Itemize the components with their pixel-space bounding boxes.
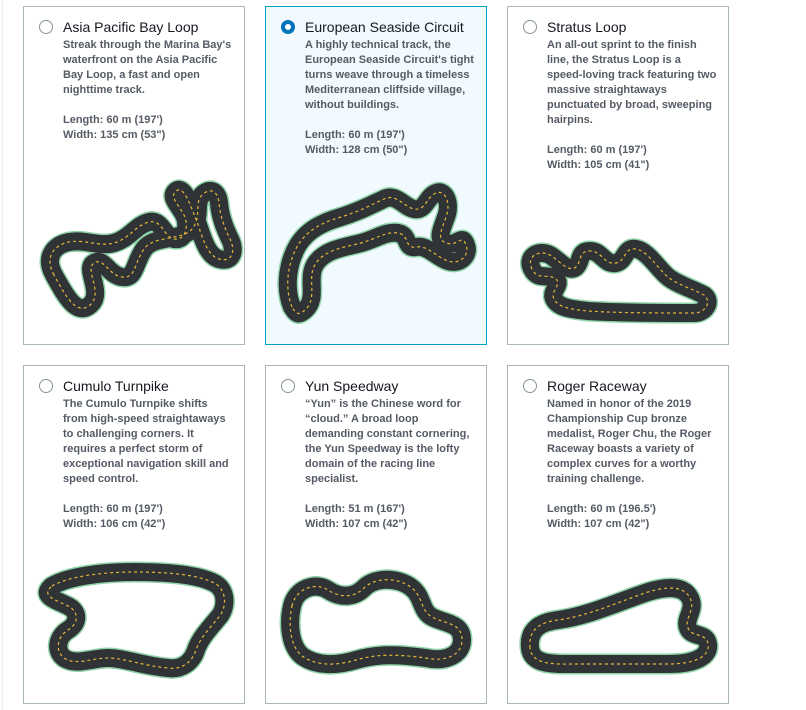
track-length: Length: 60 m (197')	[63, 503, 163, 515]
yun-speedway-track-icon	[279, 569, 473, 675]
track-width: Width: 135 cm (53")	[63, 129, 166, 141]
asia-pacific-bay-loop-track-icon	[39, 179, 244, 319]
track-card-european-seaside-circuit[interactable]: European Seaside Circuit A highly techni…	[265, 6, 487, 345]
roger-raceway-track-icon	[519, 577, 719, 675]
track-description-block: An all-out sprint to the finish line, th…	[547, 38, 719, 173]
radio-button-selected[interactable]	[281, 20, 295, 34]
stratus-loop-track-icon	[520, 238, 719, 324]
track-description-block: The Cumulo Turnpike shifts from high-spe…	[63, 397, 235, 532]
track-width: Width: 107 cm (42")	[305, 518, 408, 530]
track-width: Width: 106 cm (42")	[63, 518, 166, 530]
track-card-cumulo-turnpike[interactable]: Cumulo Turnpike The Cumulo Turnpike shif…	[23, 365, 245, 704]
track-length: Length: 60 m (197')	[305, 129, 405, 141]
track-description: A highly technical track, the European S…	[305, 39, 474, 111]
track-title: Cumulo Turnpike	[63, 378, 169, 394]
track-length: Length: 60 m (196.5')	[547, 503, 656, 515]
track-title: European Seaside Circuit	[305, 19, 464, 35]
radio-button[interactable]	[281, 379, 295, 393]
track-description: An all-out sprint to the finish line, th…	[547, 39, 717, 126]
page-edge-divider	[2, 0, 3, 710]
radio-button[interactable]	[39, 20, 53, 34]
track-card-roger-raceway[interactable]: Roger Raceway Named in honor of the 2019…	[507, 365, 729, 704]
track-description: Named in honor of the 2019 Championship …	[547, 398, 712, 485]
track-length: Length: 60 m (197')	[63, 114, 163, 126]
track-description-block: “Yun” is the Chinese word for “cloud.” A…	[305, 397, 477, 532]
track-description: “Yun” is the Chinese word for “cloud.” A…	[305, 398, 470, 485]
track-width: Width: 128 cm (50")	[305, 144, 408, 156]
track-card-stratus-loop[interactable]: Stratus Loop An all-out sprint to the fi…	[507, 6, 729, 345]
track-description-block: Streak through the Marina Bay's waterfro…	[63, 38, 235, 143]
track-card-asia-pacific-bay-loop[interactable]: Asia Pacific Bay Loop Streak through the…	[23, 6, 245, 345]
european-seaside-circuit-track-icon	[277, 182, 478, 324]
track-width: Width: 107 cm (42")	[547, 518, 650, 530]
track-title: Asia Pacific Bay Loop	[63, 19, 199, 35]
radio-button[interactable]	[39, 379, 53, 393]
track-title: Yun Speedway	[305, 378, 399, 394]
track-description-block: A highly technical track, the European S…	[305, 38, 477, 158]
track-length: Length: 51 m (167')	[305, 503, 405, 515]
radio-button[interactable]	[523, 379, 537, 393]
radio-button[interactable]	[523, 20, 537, 34]
track-title: Stratus Loop	[547, 19, 627, 35]
track-description: Streak through the Marina Bay's waterfro…	[63, 39, 232, 96]
track-length: Length: 60 m (197')	[547, 144, 647, 156]
track-title: Roger Raceway	[547, 378, 647, 394]
track-description-block: Named in honor of the 2019 Championship …	[547, 397, 719, 532]
track-description: The Cumulo Turnpike shifts from high-spe…	[63, 398, 229, 485]
track-card-yun-speedway[interactable]: Yun Speedway “Yun” is the Chinese word f…	[265, 365, 487, 704]
track-width: Width: 105 cm (41")	[547, 159, 650, 171]
cumulo-turnpike-track-icon	[37, 561, 235, 679]
